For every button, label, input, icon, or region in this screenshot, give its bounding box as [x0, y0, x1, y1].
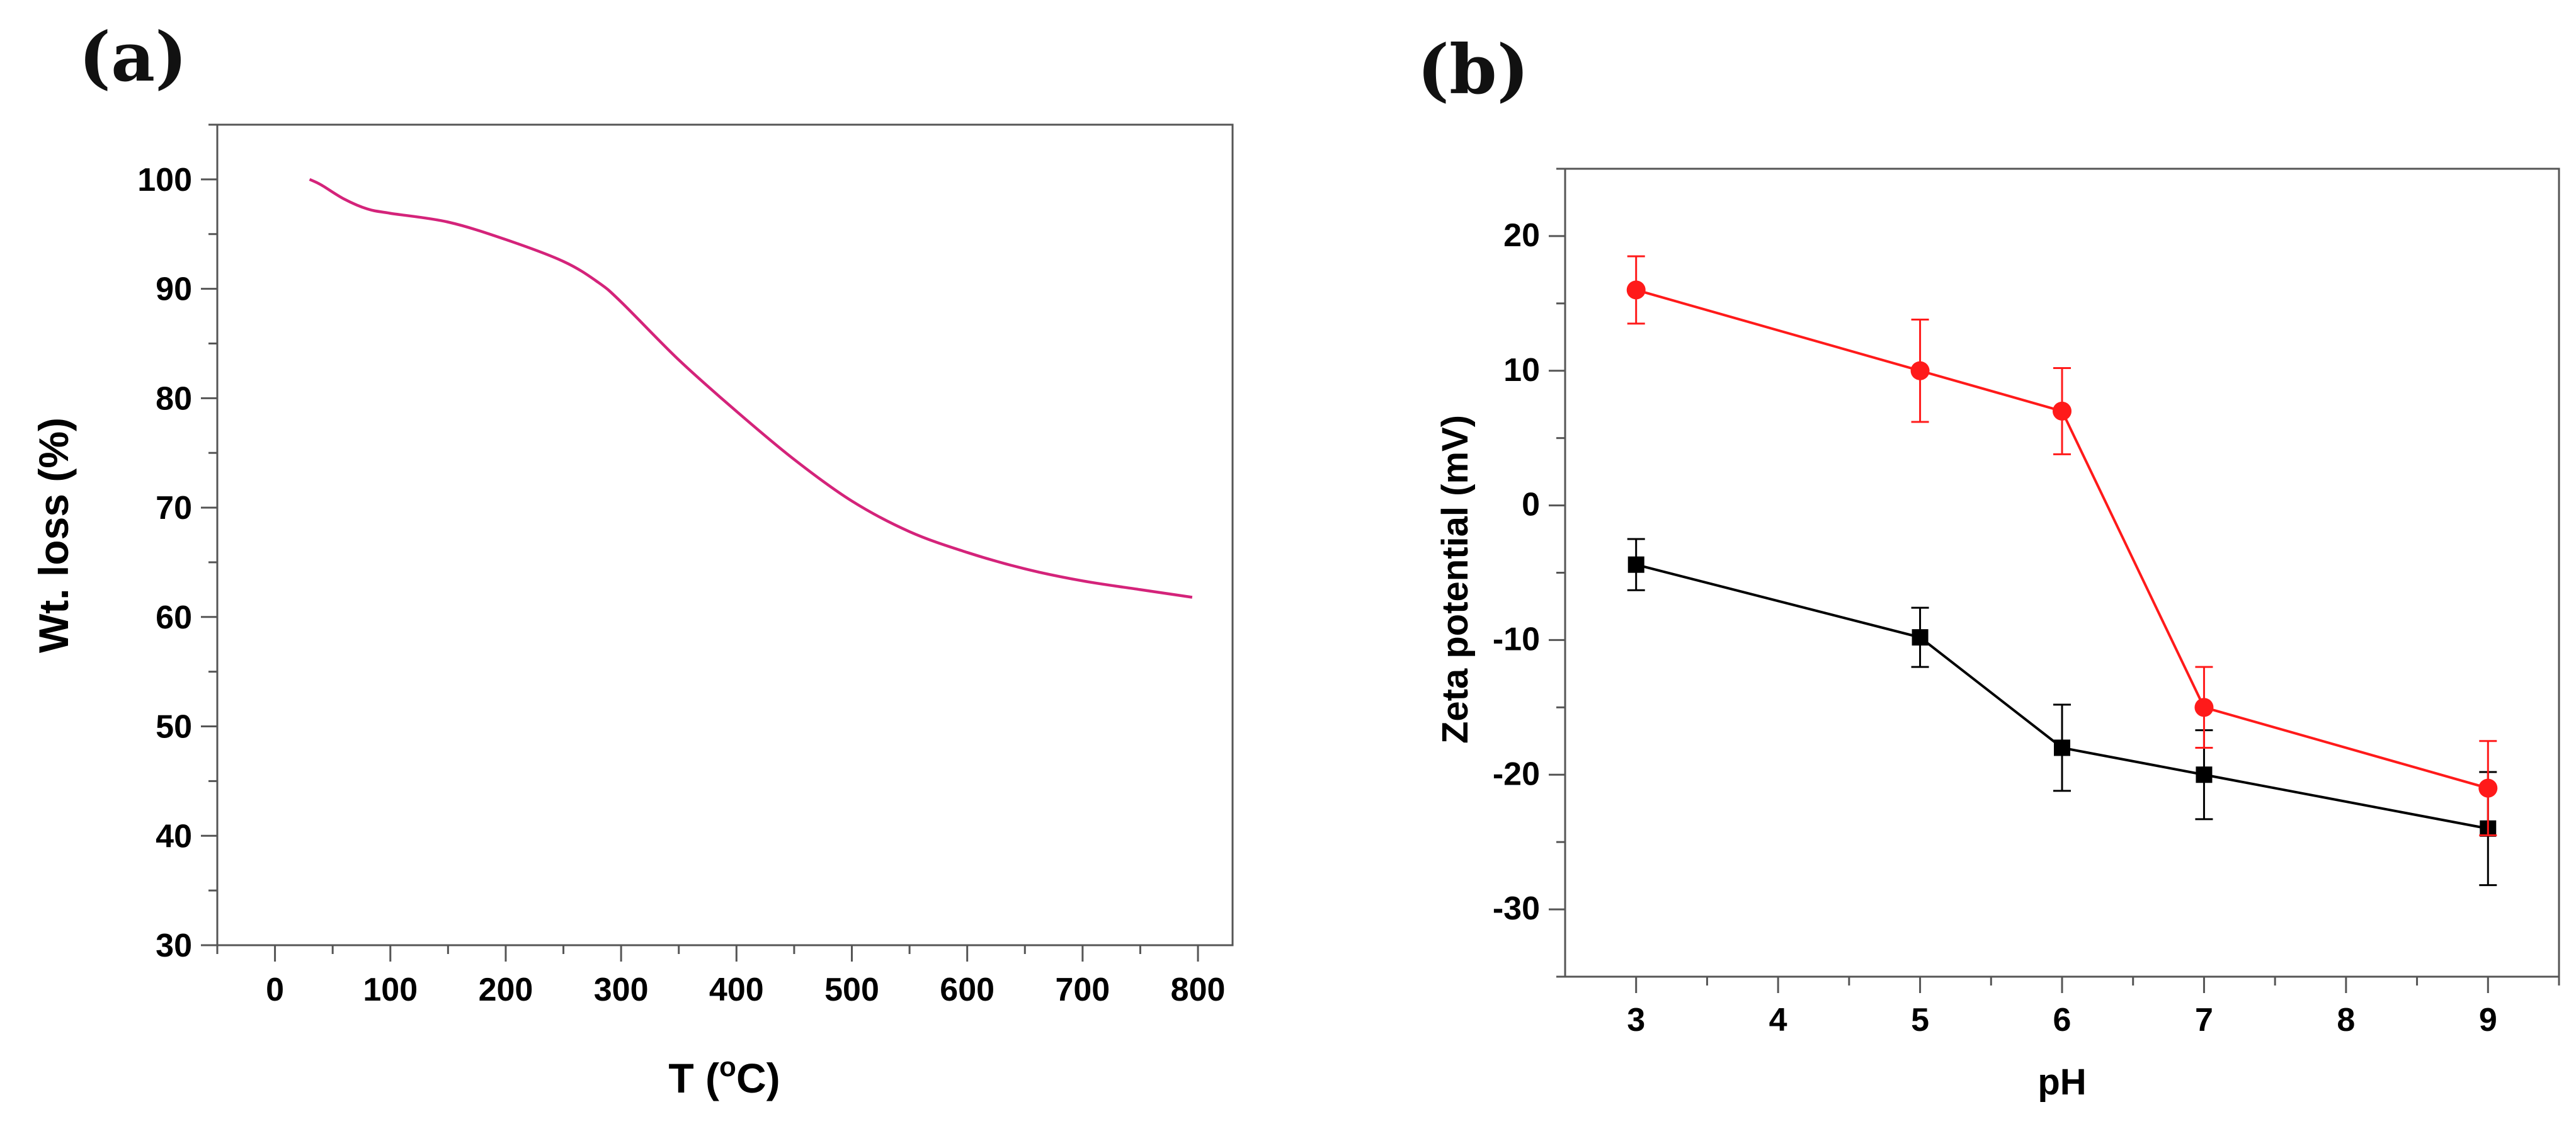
- y-tick-label: 60: [156, 599, 192, 636]
- panel-b-x-axis: 3 4 5 6 7 8 9: [1627, 977, 2560, 1038]
- y-tick-label: 30: [156, 928, 192, 964]
- x-tick-label: 400: [709, 972, 764, 1008]
- y-tick-label: 10: [1503, 352, 1540, 389]
- panel-b-plot-frame: [1564, 168, 2560, 978]
- x-tick-label: 100: [363, 972, 418, 1008]
- x-tick-label: 9: [2479, 1002, 2497, 1038]
- x-tick-label: 5: [1911, 1002, 1929, 1038]
- y-tick-label: 90: [156, 271, 192, 308]
- panel-a-label: (a): [79, 18, 187, 97]
- x-tick-label: 200: [479, 972, 533, 1008]
- data-point-red: [2478, 778, 2498, 798]
- data-point-black: [2054, 739, 2070, 756]
- panel-b-zeta-chart: (b) -30 -20 -10 0 10 20 3 4 5 6 7 8 9 Zeta potentia…: [1417, 30, 2560, 1103]
- x-tick-label: 0: [266, 972, 284, 1008]
- panel-b-y-axis: -30 -20 -10 0 10 20: [1493, 168, 1565, 978]
- y-tick-label: 50: [156, 709, 192, 746]
- series-red: [1626, 255, 2498, 836]
- y-tick-label: 20: [1503, 217, 1540, 254]
- panel-a-tga-chart: (a) 30 40 50 60 70 80 90 100 0 100 200 300 400 500 60…: [30, 18, 1234, 1101]
- tga-curve: [309, 178, 1193, 599]
- y-tick-label: -10: [1493, 621, 1540, 657]
- y-tick-label: -20: [1493, 756, 1540, 792]
- y-tick-label: 40: [156, 818, 192, 855]
- x-tick-label: 700: [1055, 972, 1110, 1008]
- data-point-black: [2196, 766, 2213, 783]
- data-point-black: [1627, 556, 1644, 573]
- data-point-red: [2194, 698, 2214, 717]
- panel-b-label: (b): [1417, 30, 1529, 110]
- panel-a-plot-frame: [216, 123, 1234, 946]
- data-point-black: [1912, 629, 1929, 646]
- x-title-suffix: C): [736, 1055, 780, 1101]
- x-tick-label: 3: [1627, 1002, 1645, 1038]
- y-tick-label: 80: [156, 380, 192, 417]
- x-tick-label: 500: [824, 972, 879, 1008]
- panel-a-x-axis-title: T (oC): [668, 1052, 780, 1101]
- x-title-prefix: T (: [668, 1055, 719, 1101]
- data-point-red: [1910, 361, 1930, 380]
- panel-a-y-axis-title: Wt. loss (%): [30, 417, 77, 653]
- y-tick-label: -30: [1493, 890, 1540, 927]
- panel-a-x-axis: 0 100 200 300 400 500 600 700 800: [216, 945, 1226, 1008]
- y-tick-label: 70: [156, 490, 192, 526]
- x-tick-label: 8: [2337, 1002, 2355, 1038]
- data-point-red: [1626, 280, 1646, 300]
- panel-b-series: [1626, 255, 2498, 887]
- y-tick-label: 100: [137, 162, 192, 198]
- x-title-superscript: o: [719, 1052, 736, 1082]
- panel-b-x-axis-title: pH: [2037, 1062, 2086, 1103]
- y-tick-label: 0: [1522, 487, 1540, 523]
- x-tick-label: 6: [2053, 1002, 2072, 1038]
- data-point-red: [2053, 401, 2072, 421]
- panel-b-y-axis-title: Zeta potential (mV): [1435, 415, 1476, 744]
- x-tick-label: 300: [594, 972, 649, 1008]
- series-black: [1627, 538, 2497, 887]
- x-tick-label: 800: [1171, 972, 1226, 1008]
- panel-a-y-axis: 30 40 50 60 70 80 90 100: [137, 123, 217, 964]
- x-tick-label: 600: [940, 972, 994, 1008]
- x-tick-label: 4: [1769, 1002, 1787, 1038]
- x-tick-label: 7: [2195, 1002, 2213, 1038]
